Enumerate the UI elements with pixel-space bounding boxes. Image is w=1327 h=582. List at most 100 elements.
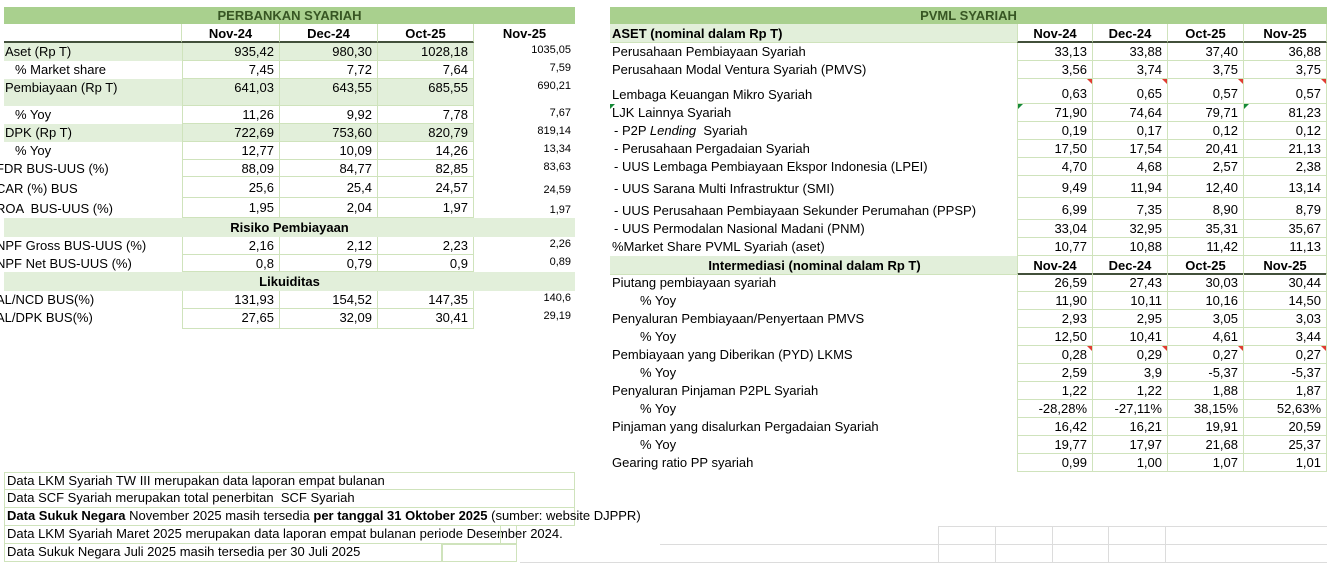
cell[interactable]: 0,8 <box>182 255 280 272</box>
cell[interactable]: 11,26 <box>182 106 280 124</box>
cell[interactable]: 27,43 <box>1093 274 1168 292</box>
cell[interactable]: 1,97 <box>378 198 474 218</box>
column-header-oct-25[interactable]: Oct-25 <box>378 24 474 43</box>
cell[interactable]: 11,42 <box>1168 238 1244 256</box>
cell[interactable]: 0,27 <box>1168 346 1244 364</box>
cell[interactable]: 980,30 <box>280 43 378 61</box>
cell[interactable]: 25,4 <box>280 177 378 198</box>
row-label[interactable]: % Yoy <box>4 106 182 124</box>
cell[interactable]: 17,97 <box>1093 436 1168 454</box>
row-label[interactable]: Perusahaan Modal Ventura Syariah (PMVS) <box>610 61 1017 79</box>
row-label[interactable]: - Perusahaan Pergadaian Syariah <box>610 140 1017 158</box>
row-label[interactable]: Pembiayaan yang Diberikan (PYD) LKMS <box>610 346 1017 364</box>
column-header-nov-24[interactable]: Nov-24 <box>1017 256 1093 275</box>
row-label[interactable]: % Yoy <box>610 436 1017 454</box>
cell[interactable]: 21,68 <box>1168 436 1244 454</box>
cell[interactable]: 33,88 <box>1093 43 1168 61</box>
cell[interactable]: 1,87 <box>1244 382 1327 400</box>
row-label[interactable]: - UUS Permodalan Nasional Madani (PNM) <box>610 220 1017 238</box>
row-label[interactable]: Penyaluran Pinjaman P2PL Syariah <box>610 382 1017 400</box>
cell[interactable]: 2,59 <box>1017 364 1093 382</box>
cell[interactable]: 2,16 <box>182 237 280 255</box>
cell[interactable]: 1,01 <box>1244 454 1327 472</box>
cell[interactable]: 4,70 <box>1017 158 1093 176</box>
row-label[interactable]: Perusahaan Pembiayaan Syariah <box>610 43 1017 61</box>
cell[interactable]: 3,75 <box>1244 61 1327 79</box>
row-label[interactable]: DPK (Rp T) <box>4 124 182 142</box>
cell[interactable]: -5,37 <box>1168 364 1244 382</box>
cell[interactable]: 2,57 <box>1168 158 1244 176</box>
cell[interactable]: -5,37 <box>1244 364 1327 382</box>
cell[interactable]: 1028,18 <box>378 43 474 61</box>
column-header-dec-24[interactable]: Dec-24 <box>280 24 378 43</box>
row-label[interactable]: % Yoy <box>4 142 182 160</box>
cell[interactable]: 88,09 <box>182 160 280 177</box>
row-label[interactable]: ROA BUS-UUS (%) <box>0 198 182 218</box>
cell[interactable]: 20,41 <box>1168 140 1244 158</box>
cell[interactable]: 7,72 <box>280 61 378 79</box>
column-header-nov-25[interactable]: Nov-25 <box>1244 24 1327 43</box>
row-label[interactable]: FDR BUS-UUS (%) <box>0 160 182 177</box>
cell[interactable]: 1,00 <box>1093 454 1168 472</box>
cell[interactable]: 32,95 <box>1093 220 1168 238</box>
cell[interactable]: 25,6 <box>182 177 280 198</box>
cell[interactable]: 0,29 <box>1093 346 1168 364</box>
cell[interactable]: 7,35 <box>1093 198 1168 220</box>
cell[interactable]: 74,64 <box>1093 104 1168 122</box>
cell[interactable]: 0,89 <box>474 255 575 272</box>
cell[interactable]: 1035,05 <box>474 43 575 61</box>
cell[interactable]: 12,50 <box>1017 328 1093 346</box>
cell[interactable]: 16,42 <box>1017 418 1093 436</box>
cell[interactable]: 1,07 <box>1168 454 1244 472</box>
cell[interactable]: 37,40 <box>1168 43 1244 61</box>
cell[interactable]: 2,95 <box>1093 310 1168 328</box>
cell[interactable]: 10,09 <box>280 142 378 160</box>
cell[interactable]: 8,90 <box>1168 198 1244 220</box>
cell[interactable]: 36,88 <box>1244 43 1327 61</box>
footnote[interactable]: Data Sukuk Negara November 2025 masih te… <box>4 508 641 526</box>
cell[interactable]: 10,11 <box>1093 292 1168 310</box>
cell[interactable]: 1,22 <box>1093 382 1168 400</box>
row-label[interactable]: NPF Net BUS-UUS (%) <box>0 255 182 272</box>
column-header-nov-24[interactable]: Nov-24 <box>182 24 280 43</box>
row-label[interactable]: - UUS Perusahaan Pembiayaan Sekunder Per… <box>610 198 1017 220</box>
cell[interactable]: 21,13 <box>1244 140 1327 158</box>
row-label[interactable]: Piutang pembiayaan syariah <box>610 274 1017 292</box>
cell[interactable]: 2,12 <box>280 237 378 255</box>
cell[interactable]: 10,77 <box>1017 238 1093 256</box>
cell[interactable]: 685,55 <box>378 79 474 106</box>
cell[interactable]: 7,78 <box>378 106 474 124</box>
cell[interactable]: 33,13 <box>1017 43 1093 61</box>
cell[interactable]: 14,50 <box>1244 292 1327 310</box>
footnote[interactable]: Data Sukuk Negara Juli 2025 masih tersed… <box>4 544 442 562</box>
cell[interactable]: 7,64 <box>378 61 474 79</box>
pvml-title[interactable]: PVML SYARIAH <box>610 7 1327 24</box>
cell[interactable]: 52,63% <box>1244 400 1327 418</box>
row-label[interactable]: LJK Lainnya Syariah <box>610 104 1017 122</box>
row-label[interactable]: - UUS Sarana Multi Infrastruktur (SMI) <box>610 176 1017 198</box>
cell[interactable]: 3,44 <box>1244 328 1327 346</box>
cell[interactable]: 2,04 <box>280 198 378 218</box>
column-header-dec-24[interactable]: Dec-24 <box>1093 256 1168 275</box>
row-label[interactable]: Pembiayaan (Rp T) <box>4 79 182 106</box>
cell[interactable]: 9,49 <box>1017 176 1093 198</box>
cell[interactable]: 19,77 <box>1017 436 1093 454</box>
cell[interactable]: 0,9 <box>378 255 474 272</box>
cell[interactable]: 1,88 <box>1168 382 1244 400</box>
footnote[interactable]: Data LKM Syariah TW III merupakan data l… <box>4 472 575 490</box>
cell[interactable]: 11,90 <box>1017 292 1093 310</box>
cell[interactable]: 7,67 <box>474 106 575 124</box>
column-header-oct-25[interactable]: Oct-25 <box>1168 24 1244 43</box>
row-label[interactable]: % Yoy <box>610 400 1017 418</box>
cell[interactable]: 12,40 <box>1168 176 1244 198</box>
row-label[interactable]: NPF Gross BUS-UUS (%) <box>0 237 182 255</box>
cell[interactable]: 16,21 <box>1093 418 1168 436</box>
cell[interactable]: 32,09 <box>280 309 378 329</box>
cell[interactable]: 30,41 <box>378 309 474 329</box>
cell[interactable]: 19,91 <box>1168 418 1244 436</box>
cell[interactable]: 3,75 <box>1168 61 1244 79</box>
row-label[interactable]: AL/DPK BUS(%) <box>0 309 182 329</box>
row-label[interactable]: Lembaga Keuangan Mikro Syariah <box>610 79 1017 104</box>
cell[interactable]: 35,67 <box>1244 220 1327 238</box>
cell[interactable]: 722,69 <box>182 124 280 142</box>
